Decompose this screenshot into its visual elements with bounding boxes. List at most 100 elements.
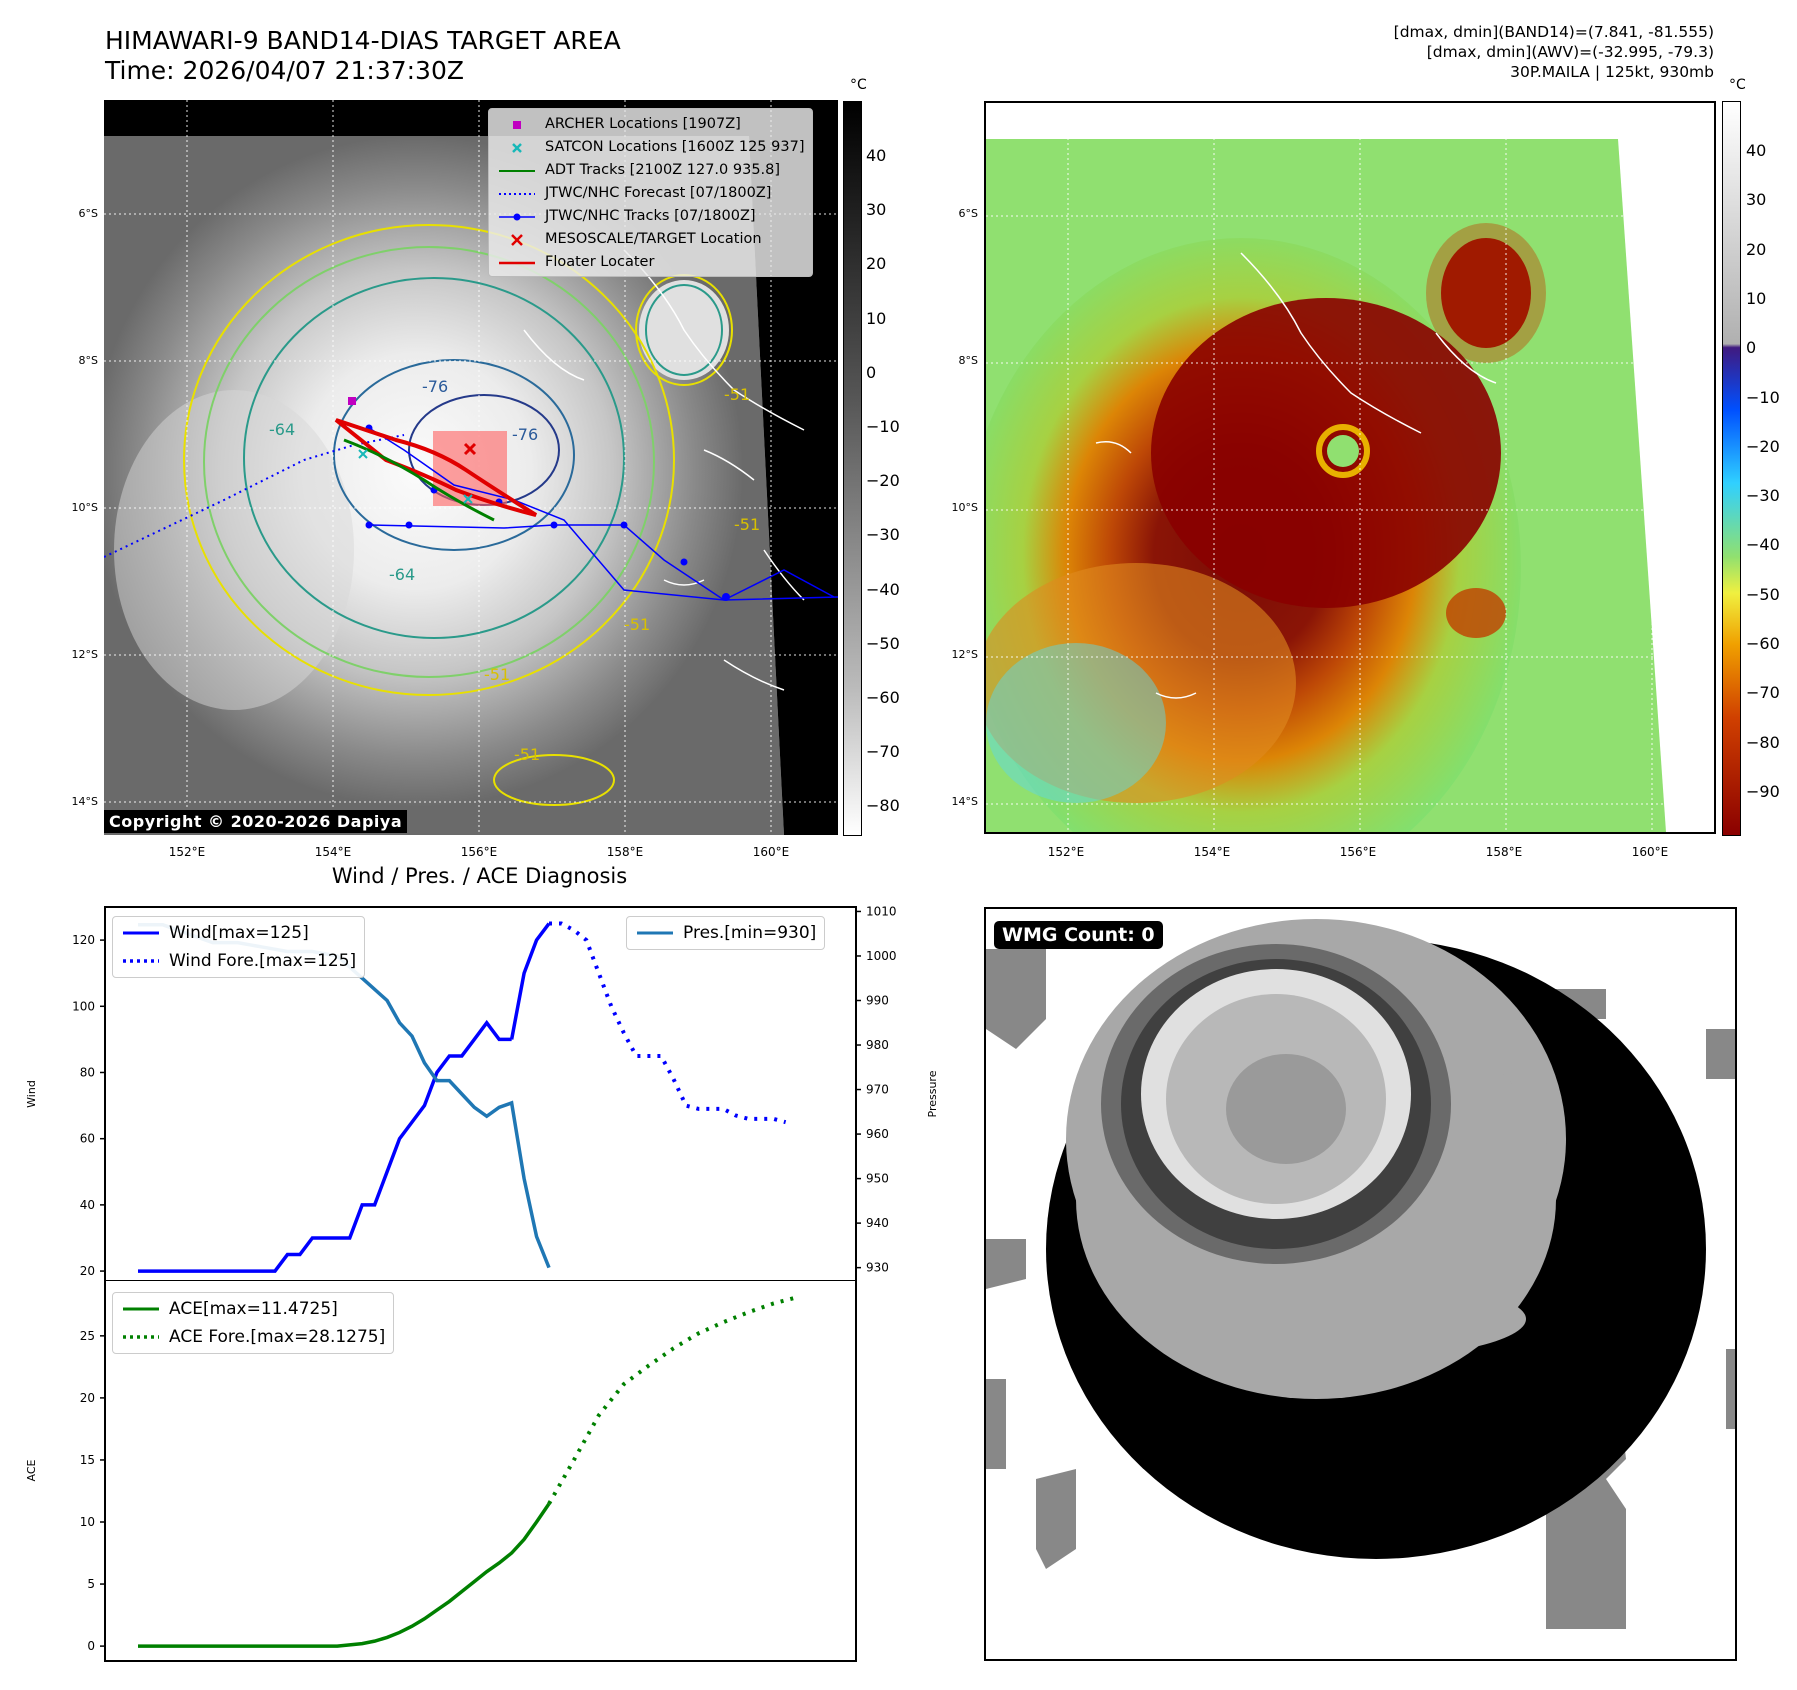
- y-right-axis-label: Pressure: [926, 1070, 939, 1117]
- y-tick-label: 20: [80, 1264, 95, 1278]
- lon-label: 160°E: [1631, 845, 1669, 859]
- diagnosis-title: Wind / Pres. / ACE Diagnosis: [331, 864, 628, 888]
- lat-label: 8°S: [78, 354, 98, 367]
- colorbar-tick-label: 20: [1746, 239, 1767, 259]
- y-tick-label: 100: [72, 999, 95, 1013]
- series-line: [138, 1502, 551, 1648]
- color-colorbar: [1722, 101, 1741, 836]
- colorbar-tick-label: −80: [1746, 732, 1780, 752]
- contour-label: -51: [724, 385, 750, 404]
- legend-archer: ARCHER Locations [1907Z]: [497, 113, 804, 136]
- colorbar-tick-label: −20: [866, 471, 900, 491]
- lon-label: 160°E: [752, 845, 790, 859]
- lat-label: 10°S: [71, 501, 98, 514]
- y-tick-label: 15: [80, 1453, 95, 1467]
- gray-colorbar-unit: °C: [850, 77, 867, 93]
- contour-label: -76: [422, 377, 448, 396]
- y-right-tick-label: 940: [866, 1216, 889, 1230]
- ace-legend: ACE[max=11.4725] ACE Fore.[max=28.1275]: [112, 1292, 395, 1354]
- wind-legend: Wind[max=125] Wind Fore.[max=125]: [112, 916, 366, 978]
- y-axis-label: Wind: [25, 1080, 38, 1108]
- lat-label: 10°S: [951, 501, 978, 514]
- lon-label: 152°E: [168, 845, 206, 859]
- legend-ace-forecast: ACE Fore.[max=28.1275]: [123, 1327, 386, 1347]
- colorbar-tick-label: −50: [1746, 584, 1780, 604]
- colorbar-tick-label: 40: [1746, 141, 1767, 160]
- colorbar-tick-label: −70: [866, 742, 900, 762]
- lon-label: 158°E: [1485, 845, 1523, 859]
- contour-label: -51: [514, 745, 540, 764]
- y-tick-label: 60: [80, 1132, 95, 1146]
- legend-wind: Wind[max=125]: [123, 923, 309, 943]
- info-line-1: [dmax, dmin](BAND14)=(7.841, -81.555): [1393, 23, 1714, 41]
- colorbar-tick-label: 10: [1746, 288, 1767, 308]
- lat-label: 14°S: [71, 795, 98, 808]
- lon-label: 154°E: [1193, 845, 1231, 859]
- lon-label: 158°E: [606, 845, 644, 859]
- y-right-tick-label: 970: [866, 1083, 889, 1097]
- legend-wind-forecast: Wind Fore.[max=125]: [123, 951, 357, 971]
- contour-label: -51: [484, 665, 510, 684]
- y-axis-label: ACE: [25, 1459, 38, 1481]
- lon-label: 156°E: [460, 845, 498, 859]
- colorbar-tick-label: −60: [866, 688, 900, 707]
- y-right-tick-label: 1010: [866, 904, 897, 918]
- series-line: [549, 921, 787, 1125]
- colorbar-tick-label: −50: [866, 633, 900, 653]
- lat-label: 6°S: [958, 207, 978, 220]
- colorbar-tick-label: −80: [866, 796, 900, 816]
- colorbar-tick-label: 0: [866, 362, 877, 382]
- colorbar-tick-label: −30: [866, 525, 900, 545]
- title-line-2: Time: 2026/04/07 21:37:30Z: [105, 56, 464, 85]
- contour-label: -64: [269, 420, 295, 439]
- colorbar-tick-label: −40: [1746, 535, 1780, 555]
- y-right-tick-label: 960: [866, 1127, 889, 1141]
- colorbar-tick-label: 10: [866, 308, 887, 328]
- colorbar-tick-label: 30: [1746, 190, 1767, 210]
- copyright-label: Copyright © 2020-2026 Dapiya: [104, 810, 408, 833]
- lat-label: 12°S: [951, 648, 978, 661]
- info-line-2: [dmax, dmin](AWV)=(-32.995, -79.3): [1426, 43, 1714, 61]
- legend-floater: Floater Locater: [499, 254, 655, 270]
- legend-jtwc: JTWC/NHC Tracks [07/1800Z]: [497, 205, 804, 228]
- series-line: [138, 1019, 512, 1273]
- colorbar-tick-label: −10: [1746, 387, 1780, 407]
- gray-colorbar: [843, 101, 862, 836]
- map-legend: ARCHER Locations [1907Z] SATCON Location…: [488, 108, 814, 277]
- title-line-1: HIMAWARI-9 BAND14-DIAS TARGET AREA: [105, 26, 621, 55]
- colorbar-tick-label: −10: [866, 417, 900, 436]
- figure-info: [dmax, dmin](BAND14)=(7.841, -81.555) [d…: [1394, 22, 1714, 82]
- info-line-3: 30P.MAILA | 125kt, 930mb: [1510, 63, 1714, 81]
- lat-label: 12°S: [71, 648, 98, 661]
- y-tick-label: 40: [80, 1198, 95, 1212]
- legend-adt: ADT Tracks [2100Z 127.0 935.8]: [499, 162, 781, 178]
- series-line: [509, 922, 551, 1040]
- legend-ace: ACE[max=11.4725]: [123, 1299, 338, 1319]
- y-tick-label: 120: [72, 933, 95, 947]
- y-tick-label: 10: [80, 1515, 95, 1529]
- wmg-panel: WMG Count: 0: [984, 907, 1737, 1661]
- figure-title: HIMAWARI-9 BAND14-DIAS TARGET AREA Time:…: [105, 26, 621, 86]
- gray-ir-map: -76 -76 -64 -64 -51 -51 -51 -51 -51 ARCH…: [103, 100, 839, 835]
- archer-marker: [348, 397, 356, 405]
- wmg-count-label: WMG Count: 0: [994, 921, 1163, 949]
- pressure-legend: Pres.[min=930]: [626, 916, 826, 950]
- colorbar-tick-label: −20: [1746, 436, 1780, 456]
- colorbar-tick-label: 40: [866, 146, 887, 165]
- contour-label: -64: [389, 565, 415, 584]
- lon-label: 156°E: [1339, 845, 1377, 859]
- y-right-tick-label: 980: [866, 1038, 889, 1052]
- forecast-track: [103, 434, 405, 558]
- colorbar-tick-label: 20: [866, 254, 887, 274]
- y-tick-label: 20: [80, 1391, 95, 1405]
- color-colorbar-unit: °C: [1729, 77, 1746, 93]
- y-right-tick-label: 950: [866, 1172, 889, 1186]
- y-right-tick-label: 1000: [866, 949, 897, 963]
- colorbar-tick-label: −70: [1746, 683, 1780, 703]
- colorbar-tick-label: −60: [1746, 634, 1780, 653]
- colorbar-tick-label: −40: [866, 579, 900, 599]
- series-line: [547, 1295, 799, 1505]
- contour-label: -51: [734, 515, 760, 534]
- contour-label: -76: [512, 425, 538, 444]
- y-tick-label: 5: [87, 1577, 95, 1591]
